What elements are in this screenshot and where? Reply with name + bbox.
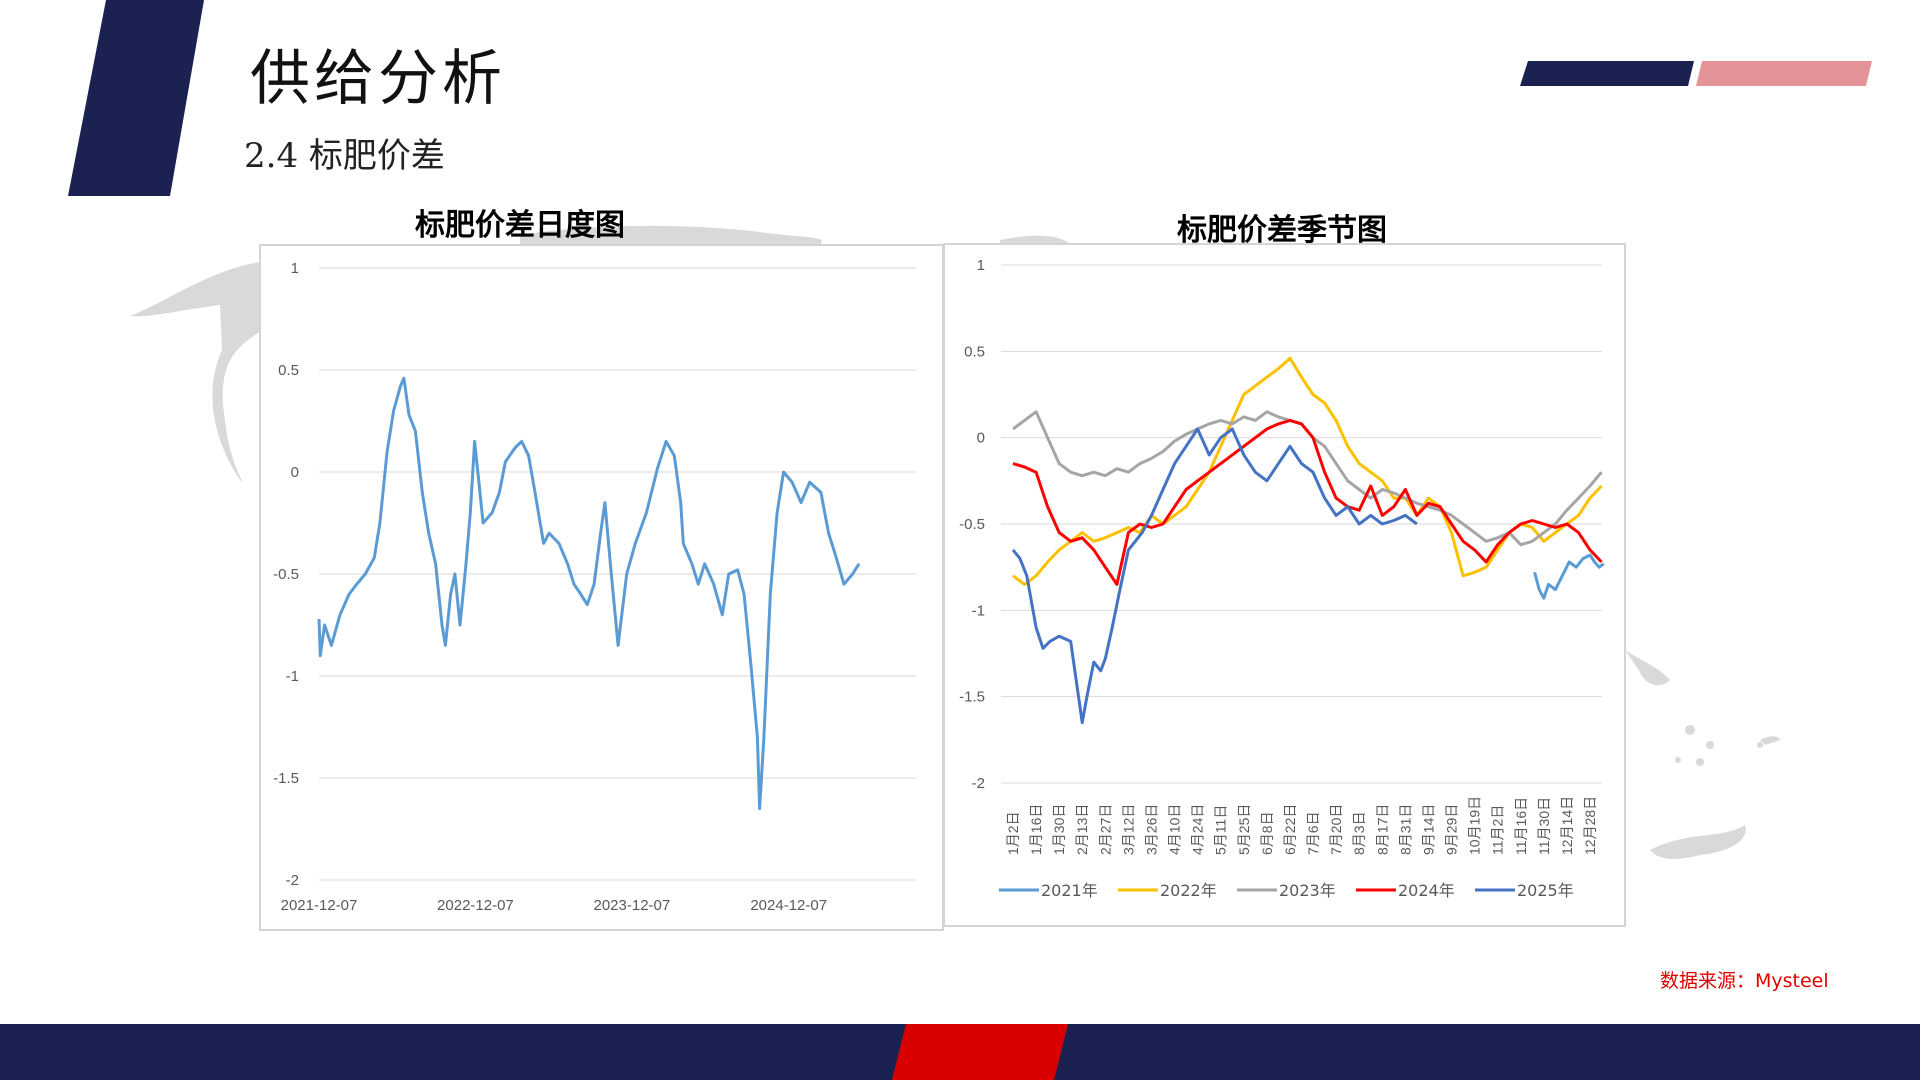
x-tick-label: 4月10日: [1167, 804, 1183, 855]
series-line-2024年: [1012, 418, 1603, 586]
seasonal-chart-panel: 1 0.5 0 -0.5 -1 -1.5 -2 1月2日 1月16日 1月30日 2月13日 2月27…: [943, 243, 1626, 927]
x-tick-label: 9月14日: [1420, 804, 1436, 855]
legend-label: 2024年: [1398, 881, 1455, 900]
x-tick-label: 9月29日: [1444, 804, 1460, 855]
series-line-2022年: [1012, 356, 1603, 586]
y-tick-label: 0.5: [964, 343, 985, 360]
x-tick-label: 5月25日: [1236, 804, 1252, 855]
y-tick-label: -1.5: [273, 770, 299, 787]
y-tick-label: 1: [977, 257, 985, 274]
x-tick-label: 1月2日: [1005, 811, 1021, 855]
data-source-note: 数据来源：Mysteel: [1660, 970, 1829, 992]
header-accent-bar-blue: [1520, 61, 1694, 86]
legend-label: 2022年: [1160, 881, 1217, 900]
x-tick-label: 11月16日: [1513, 797, 1529, 855]
legend-label: 2023年: [1279, 881, 1336, 900]
x-tick-label: 11月2日: [1490, 805, 1506, 855]
x-tick-label: 5月11日: [1213, 805, 1229, 855]
x-tick-label: 12月14日: [1559, 796, 1575, 855]
x-tick-label: 3月12日: [1120, 804, 1136, 855]
x-tick-label: 4月24日: [1190, 804, 1206, 855]
x-tick-label: 8月31日: [1397, 804, 1413, 855]
page-subtitle: 2.4 标肥价差: [244, 136, 445, 176]
x-tick-label: 11月30日: [1536, 797, 1552, 855]
x-tick-label: 6月8日: [1259, 811, 1275, 855]
daily-chart-panel: 1 0.5 0 -0.5 -1 -1.5 -2 2021-12-07 2022-12-07 202…: [259, 244, 944, 931]
y-tick-label: 0: [291, 464, 299, 481]
x-tick-label: 2023-12-07: [593, 897, 670, 914]
y-tick-label: -1: [286, 668, 299, 685]
page-title: 供给分析: [250, 44, 506, 114]
x-tick-label: 2月13日: [1074, 804, 1090, 855]
y-tick-label: -1: [972, 602, 985, 619]
x-tick-label: 1月16日: [1028, 804, 1044, 855]
y-tick-label: -0.5: [273, 566, 299, 583]
seasonal-chart: 1 0.5 0 -0.5 -1 -1.5 -2 1月2日 1月16日 1月30日 2月13日 2月27…: [959, 257, 1605, 900]
x-tick-label: 1月30日: [1051, 804, 1067, 855]
x-tick-label: 6月22日: [1282, 804, 1298, 855]
x-tick-label: 2022-12-07: [437, 897, 514, 914]
y-tick-label: -0.5: [959, 516, 985, 533]
x-tick-label: 8月17日: [1374, 804, 1390, 855]
series-line-2025年: [1011, 427, 1418, 725]
x-tick-label: 2021-12-07: [281, 897, 358, 914]
daily-chart: 1 0.5 0 -0.5 -1 -1.5 -2 2021-12-07 2022-12-07 202…: [273, 260, 916, 914]
x-tick-label: 2024-12-07: [750, 897, 827, 914]
seasonal-chart-title: 标肥价差季节图: [1177, 213, 1387, 248]
y-tick-label: -2: [286, 872, 299, 889]
legend-label: 2021年: [1041, 881, 1098, 900]
x-tick-label: 10月19日: [1467, 796, 1483, 855]
x-tick-label: 12月28日: [1582, 796, 1598, 855]
header-accent-bar-pink: [1696, 61, 1872, 86]
y-tick-label: -1.5: [959, 689, 985, 706]
footer-red-accent: [892, 1024, 1068, 1080]
series-line-2021年: [1533, 553, 1605, 600]
y-tick-label: 1: [291, 260, 299, 277]
y-tick-label: -2: [972, 775, 985, 792]
daily-price-spread-line: [317, 376, 861, 811]
daily-chart-title: 标肥价差日度图: [415, 208, 625, 243]
x-tick-label: 7月20日: [1328, 804, 1344, 855]
x-tick-label: 8月3日: [1351, 811, 1367, 855]
x-tick-label: 3月26日: [1143, 804, 1159, 855]
y-tick-label: 0: [977, 430, 985, 447]
legend-label: 2025年: [1517, 881, 1574, 900]
y-tick-label: 0.5: [278, 362, 299, 379]
x-tick-label: 7月6日: [1305, 811, 1321, 855]
x-tick-label: 2月27日: [1097, 804, 1113, 855]
